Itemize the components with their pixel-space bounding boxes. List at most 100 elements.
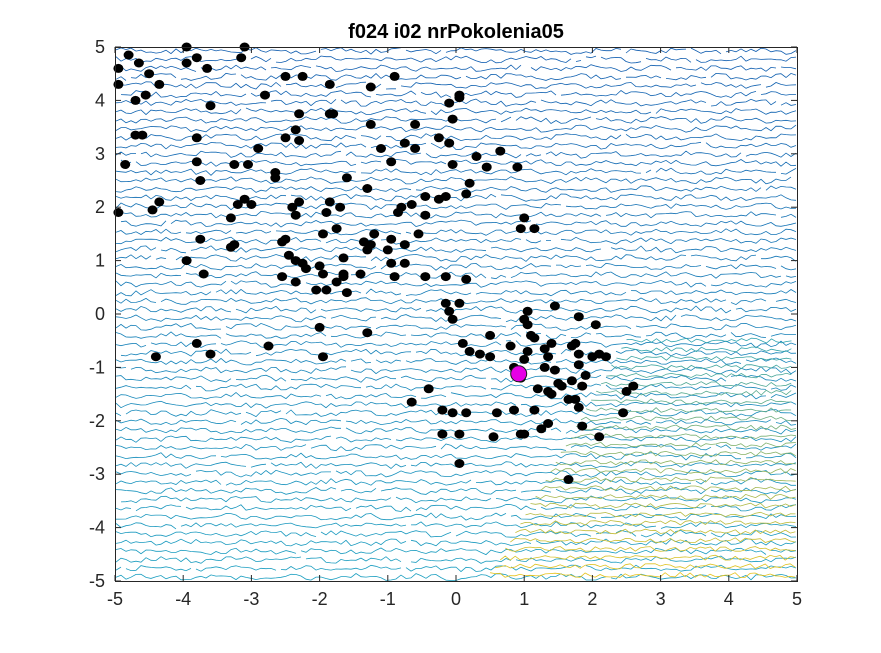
population-point: [290, 125, 301, 135]
population-point: [474, 349, 485, 359]
contour-line: [115, 547, 797, 556]
population-point: [225, 242, 236, 252]
x-tick-label: -1: [380, 589, 396, 609]
population-point: [243, 160, 253, 169]
population-point: [628, 381, 639, 391]
y-tick-label: 3: [95, 144, 105, 164]
population-point: [376, 144, 386, 153]
x-tick-label: 1: [519, 589, 529, 609]
contour-line: [495, 563, 796, 570]
population-point: [321, 208, 332, 217]
contour-line: [120, 219, 797, 228]
population-point: [202, 63, 213, 73]
population-point: [440, 192, 451, 201]
contour-line: [565, 441, 796, 448]
population-point: [321, 285, 332, 295]
axes-box: [115, 47, 798, 582]
x-tick-label: 2: [587, 589, 597, 609]
population-point: [389, 71, 400, 81]
contour-line: [115, 288, 797, 297]
population-point: [457, 338, 468, 348]
contour-line: [115, 409, 797, 418]
population-point: [447, 314, 458, 324]
population-point: [618, 408, 629, 418]
population-point: [556, 381, 567, 391]
population-point: [543, 352, 554, 362]
population-point: [399, 138, 410, 148]
population-point: [495, 146, 506, 156]
contour-line: [115, 374, 797, 383]
contour-line: [115, 504, 797, 512]
population-point: [362, 184, 373, 193]
contour-line: [570, 433, 796, 440]
contour-line: [545, 476, 796, 483]
population-point: [318, 269, 328, 279]
population-point: [318, 352, 328, 362]
contour-line: [115, 305, 797, 314]
x-tick-label: 3: [656, 589, 666, 609]
contour-line: [520, 520, 796, 526]
population-point: [338, 272, 349, 282]
population-point: [485, 352, 496, 362]
contour-line: [115, 400, 797, 409]
population-point: [341, 173, 352, 183]
population-point: [294, 197, 305, 207]
contour-line: [115, 366, 797, 375]
best-point-layer: [510, 365, 528, 383]
contour-line: [580, 415, 792, 422]
contour-line: [115, 521, 797, 530]
population-point: [205, 101, 216, 111]
population-point: [314, 322, 325, 332]
contour-line: [115, 529, 797, 538]
population-point: [461, 274, 472, 284]
population-point: [399, 240, 410, 250]
population-point: [386, 258, 397, 268]
population-point: [573, 349, 584, 359]
contour-line: [115, 426, 797, 435]
population-point: [133, 58, 144, 68]
population-point: [195, 176, 206, 185]
contour-line: [575, 424, 797, 431]
contour-line: [530, 502, 796, 509]
population-point: [406, 397, 417, 407]
population-point: [512, 162, 523, 172]
population-point: [444, 306, 455, 316]
population-point: [440, 272, 451, 282]
population-point: [130, 130, 141, 140]
population-point: [577, 421, 588, 431]
population-point: [464, 346, 475, 356]
population-point: [232, 200, 243, 209]
contour-line: [560, 450, 797, 457]
population-point: [324, 197, 335, 207]
x-tick-label: -2: [312, 589, 328, 609]
population-point: [461, 408, 472, 418]
contour-line: [115, 185, 797, 193]
population-point: [420, 272, 431, 282]
contour-line: [115, 228, 797, 236]
population-point: [444, 98, 455, 108]
population-point: [549, 301, 560, 311]
population-point: [485, 330, 496, 340]
population-point: [464, 178, 475, 188]
population-points: [113, 42, 639, 484]
population-point: [229, 160, 240, 169]
population-point: [290, 210, 301, 220]
population-point: [454, 298, 465, 308]
contour-line: [115, 116, 797, 125]
population-point: [573, 402, 584, 412]
population-point: [539, 344, 550, 354]
population-point: [539, 362, 550, 372]
population-point: [546, 338, 557, 348]
x-tick-label: -3: [243, 589, 259, 609]
contour-line: [115, 124, 797, 133]
y-tick-label: 4: [95, 90, 105, 110]
population-point: [290, 277, 301, 287]
contour-line: [550, 467, 796, 474]
population-point: [297, 71, 308, 81]
y-tick-label: -2: [89, 411, 105, 431]
y-tick-label: -5: [89, 571, 105, 591]
population-point: [369, 229, 380, 239]
population-point: [318, 229, 328, 239]
population-point: [191, 338, 202, 348]
y-tick-label: -3: [89, 464, 105, 484]
